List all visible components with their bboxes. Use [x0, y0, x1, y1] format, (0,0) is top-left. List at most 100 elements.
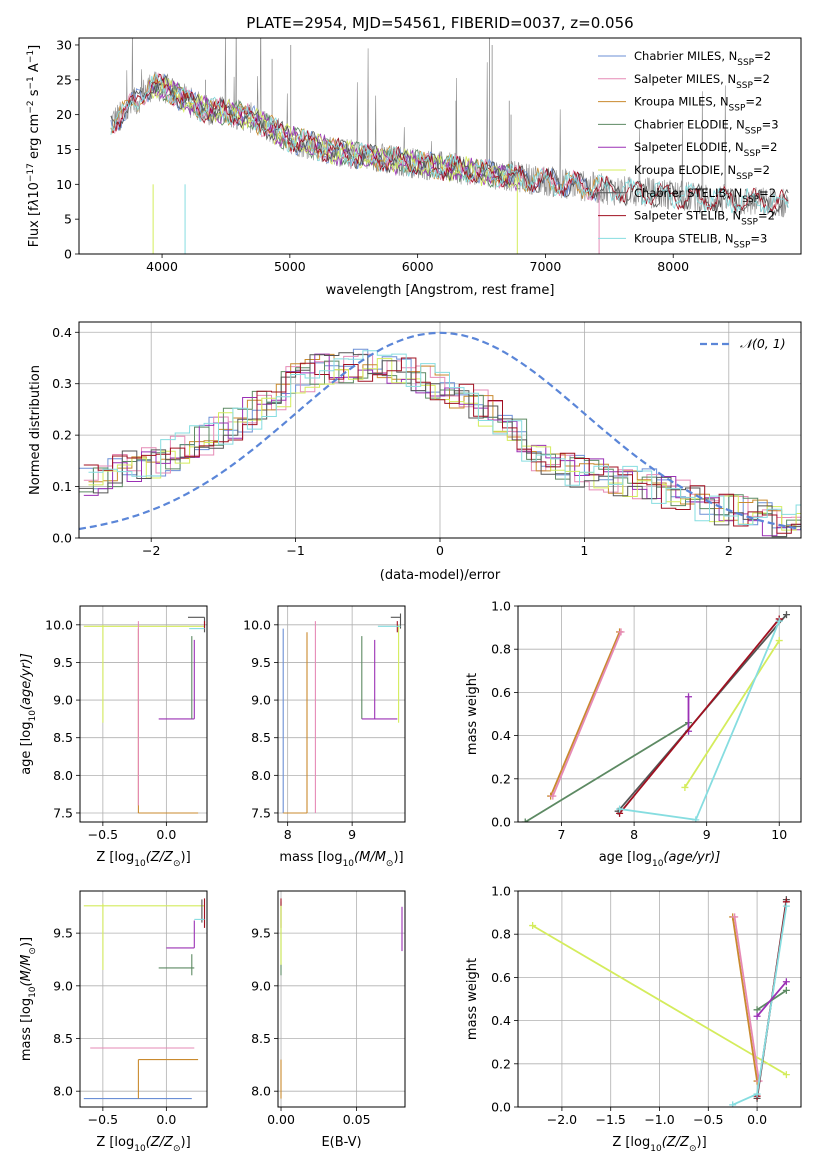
y-tick-label: 0.0: [491, 1100, 511, 1115]
spectrum-axes: 4000 5000 6000 7000 8000 0 5 10 15 20 25 30 waveleng…: [26, 37, 802, 298]
y-tick-label: 9.5: [251, 926, 271, 941]
y-tick-label: 0.0: [491, 815, 511, 830]
axes-frame: [78, 37, 802, 255]
legend-entry: Kroupa STELIB, NSSP=3: [634, 231, 767, 250]
legend-entry: Chabrier ELODIE, NSSP=3: [634, 117, 779, 136]
y-axis-label: mass [log10(M/M⊙)]: [19, 937, 38, 1061]
mass-weight-marker: [782, 902, 790, 910]
age-vs-mass-axes: 8 9 7.5 8.0 8.5 9.0 9.5 10.0 mass [log10(M/M⊙)]: [243, 605, 406, 869]
x-tick-label: 9: [703, 827, 711, 842]
y-tick-label: 5: [64, 212, 72, 227]
x-axis-label: wavelength [Angstrom, rest frame]: [326, 283, 555, 298]
x-tick-label: 0: [436, 543, 444, 558]
mass-weight-marker: [685, 693, 693, 701]
mass-weight-line: [684, 640, 780, 788]
mass-weight-line: [532, 924, 787, 1076]
massweight-vs-age-axes: 7 8 9 10 0.0 0.2 0.4 0.6 0.8 1.0 age [log10(age/yr…: [465, 599, 802, 869]
y-tick-label: 25: [56, 72, 72, 87]
y-tick-label: 0.4: [491, 728, 511, 743]
y-axis-label: mass weight: [465, 958, 480, 1040]
y-tick-label: 9.5: [53, 926, 73, 941]
y-tick-label: 8.0: [251, 768, 271, 783]
legend-entry: Salpeter MILES, NSSP=2: [634, 72, 770, 91]
mass-weight-marker: [782, 1071, 790, 1079]
spectrum-plot: [110, 38, 789, 254]
y-tick-label: 0.1: [52, 479, 72, 494]
mass-weight-marker: [692, 816, 700, 822]
x-tick-label: 2: [725, 543, 733, 558]
y-tick-label: 0.8: [491, 642, 511, 657]
y-axis-label: mass weight: [465, 673, 480, 755]
x-tick-label: 0.0: [747, 1112, 767, 1127]
mass-weight-marker: [753, 1012, 761, 1020]
residual-histogram-step: [83, 353, 801, 518]
x-tick-label: 0.00: [267, 1112, 295, 1127]
x-axis-label: (data-model)/error: [380, 568, 501, 583]
x-tick-label: −1.0: [644, 1112, 674, 1127]
spectrum-legend: Chabrier MILES, NSSP=2 Salpeter MILES, NS…: [598, 49, 779, 250]
x-tick-label: 1: [580, 543, 588, 558]
mass-weight-marker: [521, 818, 529, 822]
x-tick-label: −2.0: [547, 1112, 577, 1127]
age-vs-mass-plot: [282, 613, 402, 814]
mass-weight-marker: [775, 637, 783, 645]
age-vs-Z-axes: −0.5 0.0 7.5 8.0 8.5 9.0 9.5 10.0 Z [log10(Z/Z⊙)…: [19, 605, 208, 869]
axes-frame: [78, 321, 802, 539]
axes-frame: [79, 605, 208, 823]
y-tick-label: 1.0: [491, 599, 511, 614]
x-tick-label: 8: [284, 827, 292, 842]
y-tick-label: 0.6: [491, 970, 511, 985]
axes-frame: [517, 605, 802, 823]
residual-histogram-step: [79, 352, 801, 538]
x-tick-label: −1: [286, 543, 304, 558]
y-tick-label: 0.2: [491, 771, 511, 786]
mass-weight-line: [524, 721, 689, 822]
mass-vs-Z-axes: −0.5 0.0 8.0 8.5 9.0 9.5 Z [log10(Z/Z⊙)] mass […: [19, 890, 208, 1154]
y-tick-label: 30: [56, 37, 72, 52]
residual-histogram-step: [88, 350, 801, 525]
y-tick-label: 0.3: [52, 376, 72, 391]
mass-weight-marker: [617, 628, 625, 636]
mass-weight-marker: [731, 913, 739, 921]
y-tick-label: 0.8: [491, 927, 511, 942]
mass-weight-line: [731, 916, 758, 1082]
mass-weight-marker: [549, 792, 557, 800]
axes-frame: [277, 605, 406, 823]
mass-weight-line: [732, 905, 788, 1106]
y-tick-label: 8.0: [251, 1084, 271, 1099]
mass-vs-ebv-plot: [280, 898, 403, 1099]
residual-histogram-plot: [79, 331, 801, 538]
y-tick-label: 9.0: [251, 978, 271, 993]
y-tick-label: 0: [64, 247, 72, 262]
x-tick-label: 5000: [274, 259, 306, 274]
mass-weight-marker: [753, 1090, 761, 1098]
age-vs-Z-plot: [83, 616, 206, 814]
mass-weight-marker: [729, 1101, 737, 1107]
y-tick-label: 20: [56, 107, 72, 122]
massweight-vs-age-plot: [521, 611, 790, 822]
x-tick-label: −1.5: [596, 1112, 626, 1127]
mass-weight-line: [733, 916, 760, 1082]
y-tick-label: 10.0: [243, 617, 271, 632]
y-tick-label: 0.4: [491, 1013, 511, 1028]
x-axis-label: E(B-V): [321, 1135, 361, 1150]
x-tick-label: 10: [771, 827, 787, 842]
mass-weight-line: [549, 631, 621, 797]
y-tick-label: 9.5: [251, 655, 271, 670]
y-axis-label: Flux [fλ10−17 erg cm−2 s−1 A−1]: [26, 45, 42, 247]
y-tick-label: 8.5: [251, 1031, 271, 1046]
mass-weight-marker: [775, 617, 783, 625]
x-axis-label: Z [log10(Z/Z⊙)]: [612, 1135, 706, 1154]
x-tick-label: 7: [558, 827, 566, 842]
x-axis-label: mass [log10(M/M⊙)]: [279, 850, 403, 869]
legend-entry: Salpeter STELIB, NSSP=2: [634, 209, 775, 228]
legend-entry: 𝒩(0, 1): [740, 336, 786, 351]
model-spectrum: [110, 74, 789, 215]
axes-frame: [79, 890, 208, 1108]
x-tick-label: 0.05: [343, 1112, 371, 1127]
figure-title: PLATE=2954, MJD=54561, FIBERID=0037, z=0…: [246, 14, 633, 32]
residual-histogram-step: [88, 358, 801, 531]
x-axis-label: Z [log10(Z/Z⊙)]: [96, 1135, 190, 1154]
x-tick-label: −0.5: [693, 1112, 723, 1127]
residual-histogram-axes: −2 −1 0 1 2 0.0 0.1 0.2 0.3 0.4 (data-model)/error…: [28, 321, 802, 583]
